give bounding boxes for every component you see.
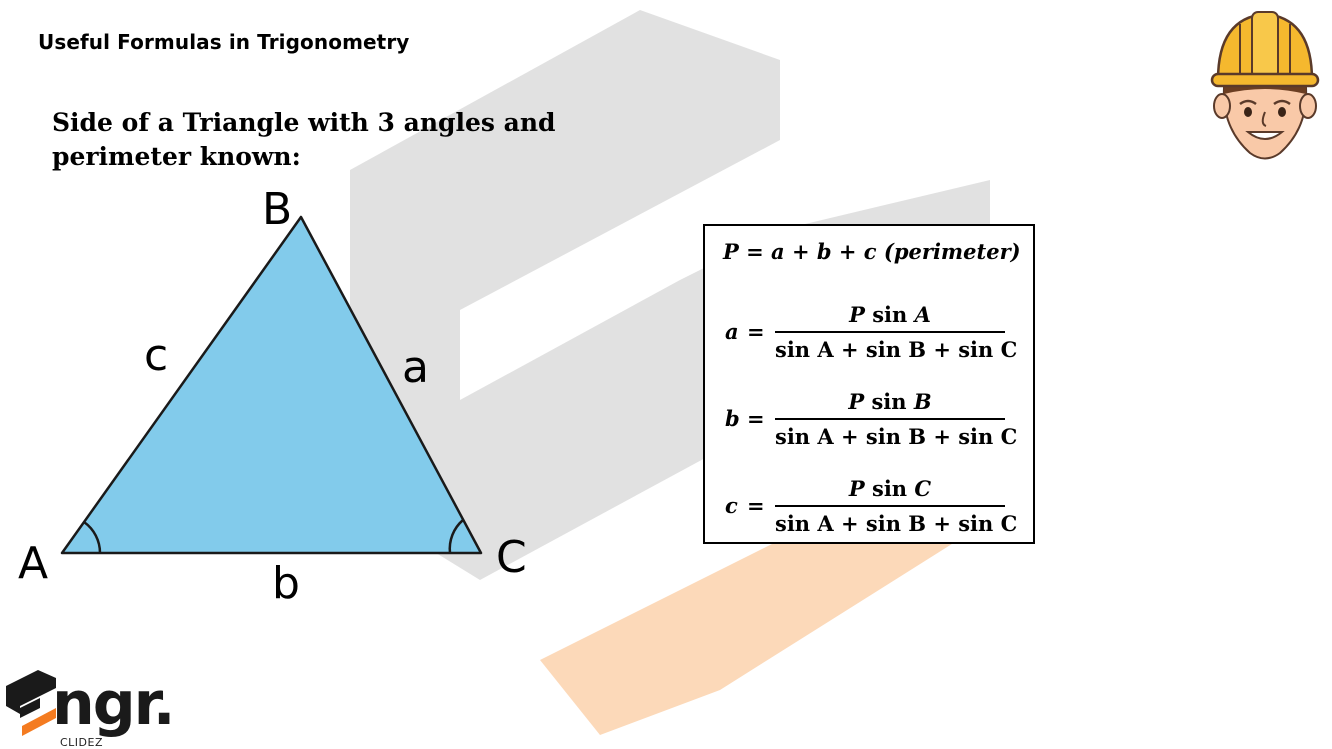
equals-sign: = <box>747 406 765 431</box>
vertex-label-a: A <box>18 538 48 589</box>
formula-side-a: a = P sin A sin A + sin B + sin C <box>725 298 1018 368</box>
numerator: P sin C <box>848 476 932 501</box>
triangle-shape <box>60 215 483 555</box>
side-label-c: c <box>144 330 168 381</box>
denominator: sin A + sin B + sin C <box>775 337 1018 362</box>
formula-side-b: b = P sin B sin A + sin B + sin C <box>725 385 1018 455</box>
fraction: P sin C sin A + sin B + sin C <box>775 472 1018 540</box>
perimeter-symbol: P <box>723 239 739 264</box>
numerator: P sin B <box>848 389 932 414</box>
side-label-b: b <box>272 558 300 609</box>
fraction-bar <box>775 418 1005 420</box>
side-label-a: a <box>402 342 429 393</box>
formula-side-c: c = P sin C sin A + sin B + sin C <box>725 472 1018 542</box>
numerator: P sin A <box>849 302 931 327</box>
logo-wordmark: ngr. <box>52 669 174 739</box>
side-a-symbol: a <box>771 239 785 264</box>
formula-lhs: a <box>725 319 739 344</box>
triangle-diagram: B A C c a b <box>18 184 527 609</box>
side-b-symbol: b <box>816 239 832 264</box>
formula-lhs: c <box>725 493 738 518</box>
brand-subtext: CLIDEZ <box>60 736 104 749</box>
fraction-bar <box>775 505 1005 507</box>
engineer-mascot-icon <box>1210 11 1320 160</box>
denominator: sin A + sin B + sin C <box>775 511 1018 536</box>
fraction: P sin B sin A + sin B + sin C <box>775 385 1018 453</box>
brand-logo: ngr. <box>6 669 176 739</box>
equals-sign: = <box>747 493 765 518</box>
angle-arc-c <box>448 519 464 554</box>
equals-sign: = <box>746 239 764 264</box>
denominator: sin A + sin B + sin C <box>775 424 1018 449</box>
plus-sign: + <box>838 239 857 264</box>
perimeter-formula: P = a + b + c (perimeter) <box>723 239 1021 264</box>
perimeter-note: (perimeter) <box>883 239 1021 264</box>
equals-sign: = <box>747 319 765 344</box>
side-c-symbol: c <box>863 239 877 264</box>
fraction: P sin A sin A + sin B + sin C <box>775 298 1018 366</box>
formula-box: P = a + b + c (perimeter) a = P sin A si… <box>703 224 1035 544</box>
logo-accent-stripe <box>22 708 56 736</box>
plus-sign: + <box>791 239 810 264</box>
page-title: Useful Formulas in Trigonometry <box>38 30 410 54</box>
section-title: Side of a Triangle with 3 angles and per… <box>52 108 556 171</box>
angle-arc-a <box>83 520 102 554</box>
vertex-label-b: B <box>262 184 292 235</box>
vertex-label-c: C <box>496 532 527 583</box>
fraction-bar <box>775 331 1005 333</box>
formula-lhs: b <box>725 406 740 431</box>
